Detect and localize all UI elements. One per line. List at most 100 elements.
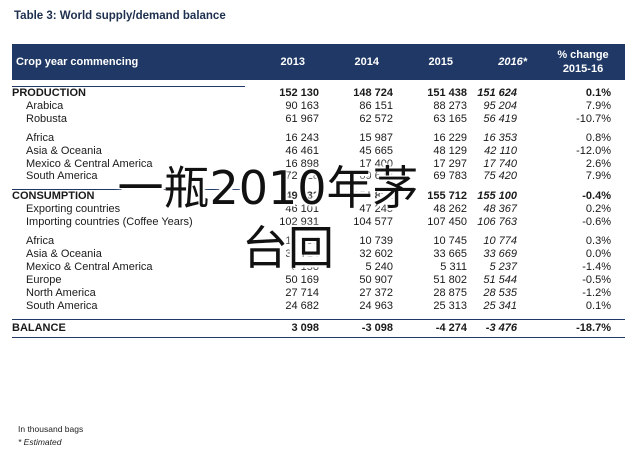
cell-2014: 151 822 (353, 190, 393, 203)
cell-2015: 28 875 (433, 286, 467, 299)
cell-2016: 42 110 (484, 144, 517, 157)
cell-change: -10.7% (576, 112, 611, 125)
cell-2016: 17 740 (483, 157, 517, 170)
row-label: South America (26, 299, 98, 312)
cell-2014: 62 572 (359, 112, 393, 125)
header-year-2015: 2015 (428, 55, 453, 68)
cell-2014: 24 963 (359, 299, 393, 312)
consumption-total-row: CONSUMPTION 149 032 151 822 155 712 155 … (12, 189, 625, 204)
footnote-estimated: * Estimated (18, 437, 62, 447)
cell-2013: 50 169 (285, 273, 319, 286)
cell-2016: 5 237 (489, 260, 517, 273)
header-year-2014: 2014 (354, 55, 379, 68)
table-row: Exporting countries 46 101 47 245 48 262… (12, 203, 625, 216)
cell-2015: 88 273 (433, 99, 467, 112)
table-row: Robusta 61 967 62 572 63 165 56 419 -10.… (12, 113, 625, 126)
cell-2015: 5 311 (440, 260, 467, 273)
cell-change: 0.2% (585, 203, 611, 216)
cell-change: -0.5% (582, 273, 611, 286)
cell-2016: 25 341 (483, 299, 517, 312)
cell-2016: 56 419 (483, 112, 517, 125)
table-row: South America 24 682 24 963 25 313 25 34… (12, 300, 625, 313)
cell-2015: 48 129 (433, 144, 467, 157)
row-label: Robusta (26, 112, 67, 125)
cell-2013: 24 682 (285, 299, 319, 312)
balance-row: BALANCE 3 098 -3 098 -4 274 -3 476 -18.7… (12, 318, 625, 338)
cell-2014: 104 577 (353, 216, 393, 229)
cell-2015: 17 297 (433, 157, 467, 170)
row-label: CONSUMPTION (12, 189, 245, 204)
cell-change: -1.4% (582, 260, 611, 273)
cell-2015: 16 229 (433, 131, 467, 144)
cell-2015: 33 665 (433, 247, 467, 260)
table-header-row: Crop year commencing 2013 2014 2015 2016… (12, 44, 625, 80)
cell-change: -0.6% (582, 216, 611, 229)
cell-2013: 30 714 (285, 247, 319, 260)
header-percent-change: % change 2015-16 (541, 44, 625, 80)
row-label: Africa (26, 235, 55, 248)
cell-change: 0.1% (585, 299, 611, 312)
cell-change: -18.7% (541, 318, 625, 338)
cell-2013: 46 101 (285, 203, 319, 216)
cell-2014: 86 151 (359, 99, 393, 112)
cell-2016: 16 353 (483, 131, 517, 144)
table-row: Mexico & Central America 16 898 17 400 1… (12, 158, 625, 171)
cell-2016: 155 100 (477, 190, 517, 203)
cell-2014: 148 724 (353, 86, 393, 99)
table-row: Asia & Oceania 30 714 32 602 33 665 33 6… (12, 248, 625, 261)
cell-2013: 102 931 (279, 216, 319, 229)
cell-change: 0.1% (585, 86, 611, 99)
header-change-line1: % change (557, 49, 609, 61)
row-label: Exporting countries (26, 203, 121, 216)
cell-2016: 75 420 (483, 170, 517, 183)
cell-2015: 48 262 (433, 203, 467, 216)
cell-2014: 69 672 (359, 170, 393, 183)
table-row: Africa 10 595 10 739 10 745 10 774 0.3% (12, 235, 625, 248)
cell-2014: 10 739 (359, 235, 393, 248)
cell-2014: 27 372 (359, 286, 393, 299)
table-row: Africa 16 243 15 987 16 229 16 353 0.8% (12, 132, 625, 145)
table-row: North America 27 714 27 372 28 875 28 53… (12, 287, 625, 300)
cell-2015: 63 165 (433, 112, 467, 125)
cell-change: 0.0% (585, 247, 611, 260)
cell-2013: 61 967 (285, 112, 319, 125)
row-label: Mexico & Central America (26, 157, 153, 170)
cell-2015: 51 802 (433, 273, 467, 286)
row-label: Asia & Oceania (26, 144, 102, 157)
production-total-row: PRODUCTION 152 130 148 724 151 438 151 6… (12, 85, 625, 100)
cell-2013: 90 163 (285, 99, 319, 112)
header-crop-year: Crop year commencing (16, 56, 139, 68)
cell-2013: 5 158 (291, 260, 319, 273)
cell-2016: 95 204 (483, 99, 517, 112)
cell-change: -1.2% (582, 286, 611, 299)
cell-2016: -3 476 (467, 318, 541, 338)
row-label: Arabica (26, 99, 64, 112)
table-row: Mexico & Central America 5 158 5 240 5 3… (12, 261, 625, 274)
row-label: North America (26, 286, 96, 299)
cell-2013: 16 898 (285, 157, 319, 170)
cell-2014: 15 987 (359, 131, 393, 144)
cell-2013: 10 595 (285, 235, 319, 248)
cell-2013: 46 461 (285, 144, 319, 157)
cell-2016: 28 535 (483, 286, 517, 299)
cell-2015: 151 438 (427, 86, 467, 99)
row-label: Mexico & Central America (26, 260, 153, 273)
header-change-line2: 2015-16 (562, 63, 604, 75)
cell-2014: 32 602 (359, 247, 393, 260)
cell-change: 0.8% (585, 131, 611, 144)
table-row: Asia & Oceania 46 461 45 665 48 129 42 1… (12, 145, 625, 158)
cell-2013: 3 098 (245, 318, 319, 338)
cell-2016: 106 763 (477, 216, 517, 229)
cell-2014: 47 245 (359, 203, 393, 216)
footnotes: In thousand bags * Estimated (18, 423, 83, 449)
cell-2014: -3 098 (319, 318, 393, 338)
table-row: Europe 50 169 50 907 51 802 51 544 -0.5% (12, 274, 625, 287)
row-label: Europe (26, 273, 62, 286)
cell-2016: 10 774 (483, 235, 517, 248)
cell-change: -12.0% (576, 144, 611, 157)
cell-2015: 155 712 (427, 190, 467, 203)
cell-2013: 152 130 (279, 86, 319, 99)
cell-2013: 149 032 (279, 190, 319, 203)
cell-2015: 10 745 (433, 235, 467, 248)
table-row: South America 72 528 69 672 69 783 75 42… (12, 170, 625, 183)
